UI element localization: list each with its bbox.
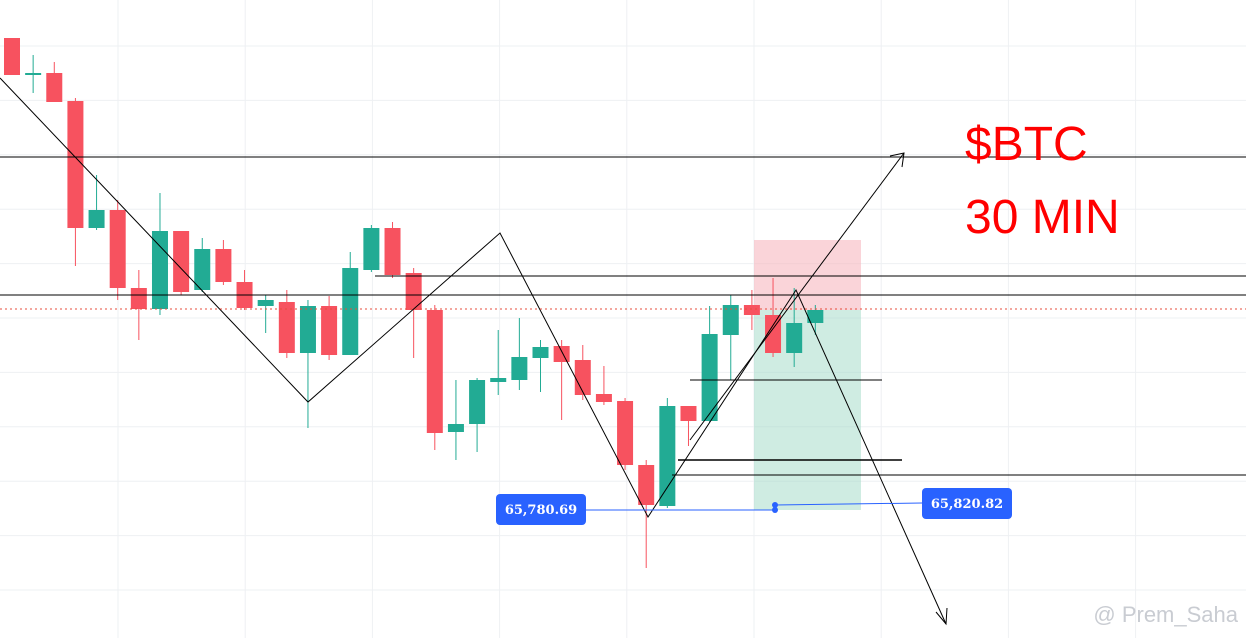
candle-body (151, 231, 168, 309)
candle-body (405, 273, 422, 310)
timeframe: 30 MIN (965, 191, 1120, 244)
price-label: 65,820.82 (931, 497, 1003, 512)
candle-body (4, 38, 20, 75)
candle-body (595, 394, 612, 402)
candle-body (447, 424, 464, 432)
candle-body (25, 73, 42, 75)
candle-body (342, 268, 359, 355)
candle-body (511, 357, 528, 380)
candle-body (299, 306, 316, 353)
candle-body (109, 210, 126, 288)
candle-body (215, 249, 232, 282)
candle-body (257, 300, 274, 306)
candle-body (638, 465, 655, 505)
candle-body (363, 228, 380, 270)
watermark: @ Prem_Saha (1093, 602, 1238, 627)
price-label-box (496, 494, 586, 525)
candle-body (67, 101, 84, 228)
measure-line (774, 502, 923, 506)
price-label: 65,780.69 (505, 503, 577, 518)
candle-body (743, 305, 760, 315)
candle-body (426, 310, 443, 433)
candle-body (88, 210, 105, 228)
candle-body (786, 323, 803, 353)
candle-body (701, 334, 718, 421)
anchor (772, 502, 778, 508)
candle-body (194, 249, 211, 290)
candle-body (384, 228, 401, 275)
candle-body (722, 305, 739, 335)
candle-body (765, 315, 782, 353)
candle-body (553, 346, 570, 362)
candles (4, 38, 824, 568)
candle-body (659, 406, 676, 506)
candle-body (130, 288, 147, 309)
anchor (772, 507, 778, 513)
title: $BTC (965, 118, 1088, 171)
stop-zone (754, 240, 861, 310)
candle-body (574, 360, 591, 395)
candle-body (321, 306, 338, 355)
candle-body (680, 406, 697, 421)
candle-body (532, 347, 549, 358)
candle-body (278, 302, 295, 353)
candle-body (617, 401, 634, 465)
price-label-box (922, 488, 1012, 519)
drawings (0, 77, 1246, 626)
candle-body (46, 73, 63, 102)
candle-body (490, 378, 507, 382)
candle-body (173, 231, 190, 292)
candle-body (469, 380, 486, 424)
candle-body (807, 310, 824, 323)
